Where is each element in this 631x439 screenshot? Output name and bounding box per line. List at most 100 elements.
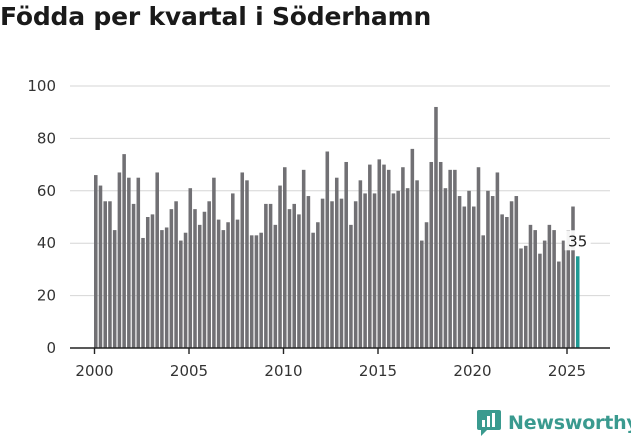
x-tick-label: 2000 bbox=[75, 362, 113, 380]
bar bbox=[448, 169, 452, 348]
bar bbox=[112, 230, 117, 348]
bar bbox=[344, 161, 348, 348]
bar bbox=[160, 230, 164, 348]
brand-name: Newsworthy bbox=[508, 412, 631, 434]
bar bbox=[283, 167, 287, 348]
bar bbox=[150, 214, 155, 348]
y-tick-label: 20 bbox=[37, 287, 56, 305]
bar bbox=[505, 217, 509, 348]
y-tick-label: 40 bbox=[37, 234, 56, 252]
x-tick-label: 2020 bbox=[453, 362, 491, 380]
bar bbox=[561, 240, 566, 348]
bar bbox=[495, 172, 500, 348]
bar bbox=[566, 230, 571, 348]
bar bbox=[103, 201, 107, 348]
bar bbox=[372, 193, 377, 348]
bar bbox=[264, 203, 268, 348]
bar bbox=[476, 167, 481, 348]
bar bbox=[457, 196, 462, 348]
bar bbox=[410, 148, 415, 348]
bar bbox=[528, 224, 533, 348]
bar bbox=[552, 230, 556, 348]
bar bbox=[519, 248, 523, 348]
bar bbox=[434, 106, 438, 349]
chart-title: Födda per kvartal i Söderhamn bbox=[0, 2, 432, 31]
bar bbox=[316, 222, 320, 348]
data-label: 35 bbox=[568, 232, 587, 250]
bar bbox=[231, 193, 235, 348]
bar bbox=[330, 201, 334, 348]
bar bbox=[174, 201, 178, 348]
bar bbox=[169, 209, 174, 348]
bar bbox=[557, 261, 561, 348]
bar bbox=[472, 206, 476, 348]
bar bbox=[117, 172, 122, 348]
y-tick-label: 60 bbox=[37, 182, 56, 200]
bar bbox=[306, 196, 311, 348]
bar bbox=[221, 230, 226, 348]
x-tick-label: 2025 bbox=[548, 362, 586, 380]
bar bbox=[575, 256, 580, 348]
bar bbox=[490, 196, 495, 348]
chart-logo-icon bbox=[477, 410, 501, 436]
bar bbox=[339, 198, 344, 348]
bar bbox=[523, 245, 528, 348]
bar bbox=[462, 206, 467, 348]
bar bbox=[334, 177, 339, 348]
bar bbox=[193, 209, 197, 348]
bar bbox=[245, 180, 249, 348]
bar bbox=[353, 201, 358, 348]
bar bbox=[207, 201, 211, 348]
bar bbox=[311, 232, 315, 348]
bar bbox=[131, 203, 136, 348]
bar bbox=[141, 237, 145, 348]
bar bbox=[122, 154, 126, 348]
bar bbox=[415, 180, 419, 348]
bar bbox=[391, 193, 396, 348]
bar bbox=[136, 177, 141, 348]
bar bbox=[486, 190, 490, 348]
bar bbox=[429, 161, 434, 348]
bar bbox=[212, 177, 216, 348]
bar bbox=[301, 169, 306, 348]
bar bbox=[420, 240, 424, 348]
x-tick-label: 2005 bbox=[170, 362, 208, 380]
bar bbox=[363, 193, 367, 348]
bar bbox=[533, 230, 537, 348]
bar bbox=[155, 172, 159, 348]
bar bbox=[94, 175, 98, 348]
bar bbox=[453, 169, 457, 348]
bar bbox=[358, 180, 363, 348]
bar bbox=[542, 240, 547, 348]
bar bbox=[254, 235, 259, 348]
bar bbox=[538, 253, 542, 348]
bar bbox=[259, 232, 263, 348]
bar bbox=[202, 211, 207, 348]
bar bbox=[443, 188, 448, 348]
bar bbox=[514, 196, 519, 348]
bar bbox=[368, 164, 372, 348]
bar bbox=[571, 206, 575, 348]
y-tick-label: 80 bbox=[37, 129, 56, 147]
bar bbox=[405, 188, 410, 348]
bar bbox=[268, 203, 273, 348]
bar bbox=[145, 217, 150, 348]
x-tick-label: 2010 bbox=[264, 362, 302, 380]
bar bbox=[216, 219, 221, 348]
bar bbox=[108, 201, 112, 348]
bar bbox=[396, 190, 400, 348]
bar bbox=[278, 185, 282, 348]
bar bbox=[183, 232, 188, 348]
bar bbox=[235, 219, 240, 348]
bar bbox=[127, 177, 131, 348]
y-tick-label: 0 bbox=[46, 339, 56, 357]
bar bbox=[481, 235, 485, 348]
bar bbox=[240, 172, 245, 348]
bar bbox=[382, 164, 386, 348]
bar bbox=[197, 224, 202, 348]
x-tick-label: 2015 bbox=[359, 362, 397, 380]
newsworthy-logo: Newsworthy bbox=[476, 408, 631, 438]
bar bbox=[509, 201, 514, 348]
bar bbox=[349, 224, 353, 348]
bar bbox=[226, 222, 230, 348]
